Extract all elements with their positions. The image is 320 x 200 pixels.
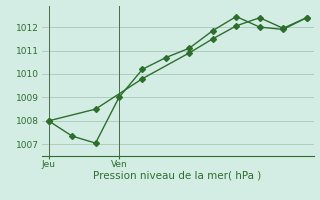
X-axis label: Pression niveau de la mer( hPa ): Pression niveau de la mer( hPa )	[93, 171, 262, 181]
